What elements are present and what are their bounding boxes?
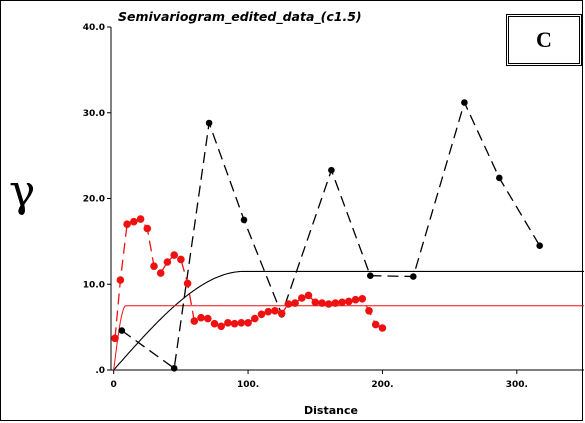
data-point-0 [170,365,178,372]
data-point-1 [257,310,266,319]
data-point-1 [163,258,172,266]
data-point-1 [150,262,158,271]
data-point-1 [204,314,212,323]
x-tick-label: 0 [111,380,117,390]
data-point-0 [328,166,335,174]
x-tick-label: 300. [506,380,528,390]
data-point-0 [240,216,248,224]
data-point-1 [183,279,192,288]
data-point-1 [331,299,340,307]
chart-title: Semivariogram_edited_data_(c1.5) [118,9,362,25]
y-tick-label: 10.0 [83,280,105,290]
data-point-1 [230,319,239,328]
data-point-1 [156,269,165,277]
data-point-1 [365,307,373,315]
series-points [111,99,543,372]
model-curve-2 [113,270,584,371]
axes [107,26,584,374]
data-point-1 [318,299,326,307]
data-point-1 [338,298,346,307]
data-point-1 [284,300,293,308]
data-point-1 [130,217,138,226]
x-tick-label: 200. [371,380,393,390]
data-point-1 [311,298,320,307]
model-curve-3 [113,305,584,371]
data-point-1 [358,295,367,303]
y-tick-label: 40.0 [83,23,105,33]
data-point-0 [461,99,468,106]
data-point-1 [371,320,380,329]
data-point-1 [123,220,131,228]
data-point-1 [251,314,259,323]
data-point-1 [136,215,145,223]
data-point-1 [190,317,199,325]
series-lines [114,100,541,370]
data-point-1 [264,307,273,316]
data-point-0 [205,119,213,127]
data-point-1 [244,319,252,327]
data-point-1 [351,295,360,304]
data-point-1 [304,291,313,300]
data-point-1 [345,297,353,306]
y-axis-label: γ [9,166,35,217]
data-point-1 [143,224,152,233]
data-point-1 [177,255,185,264]
data-point-1 [116,276,125,284]
data-point-1 [271,307,279,315]
data-point-1 [217,322,225,331]
data-point-1 [324,300,333,308]
data-point-0 [118,327,126,334]
y-tick-label: 30.0 [83,109,105,119]
x-axis-label: Distance [304,404,358,417]
model-curves [113,270,584,371]
data-point-1 [170,251,178,259]
data-point-0 [536,242,543,249]
series-line-0 [121,100,541,370]
data-point-1 [378,324,387,332]
data-point-1 [210,319,219,328]
y-tick-label: .0 [95,366,105,376]
data-point-1 [111,334,119,343]
data-point-0 [410,273,417,280]
data-point-1 [291,299,299,307]
data-point-1 [237,319,246,327]
data-point-1 [277,309,286,318]
x-tick-label: 100. [237,380,259,390]
data-point-1 [298,294,306,302]
data-point-1 [197,313,205,322]
panel-label: C [506,14,582,66]
data-point-1 [224,319,232,327]
y-tick-label: 20.0 [83,195,105,205]
data-point-0 [367,272,374,280]
tick-labels: .0 10.0 20.0 30.0 40.0 0 100. 200. 300. [83,23,528,390]
data-point-0 [496,174,503,182]
